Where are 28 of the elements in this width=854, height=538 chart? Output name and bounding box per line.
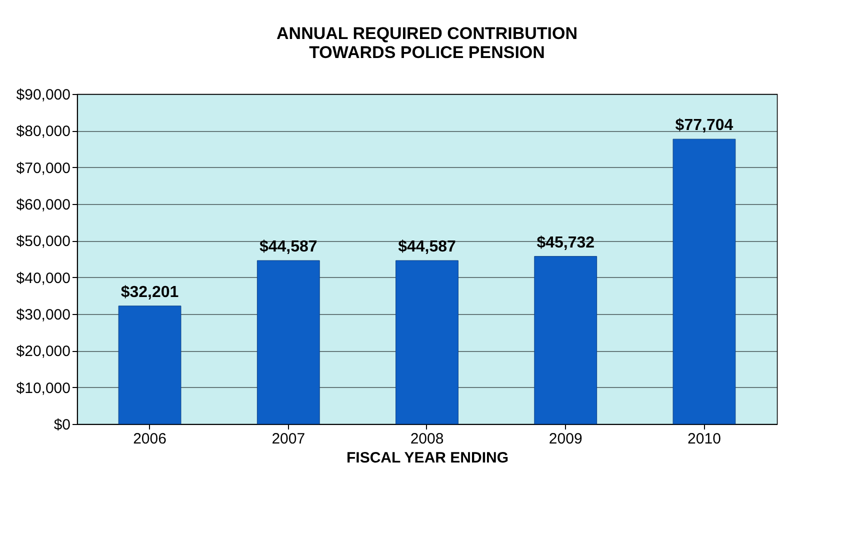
y-tick-label: $60,000 [16,196,70,214]
y-tick-label: $20,000 [16,343,70,360]
x-tick-label: 2007 [272,430,306,448]
data-label: $45,732 [536,234,595,252]
data-label: $32,201 [120,284,179,301]
y-tick-label: $70,000 [16,160,70,177]
bar [396,260,458,424]
y-tick-label: $80,000 [16,123,70,140]
y-tick-label: $0 [54,416,70,434]
bar [672,138,736,424]
y-tick-label: $10,000 [16,380,70,397]
data-label: $44,587 [398,238,456,256]
data-label: $44,587 [259,238,318,256]
bar [118,306,182,424]
x-tick-label: 2008 [410,430,444,448]
y-tick-label: $40,000 [16,270,70,287]
y-tick-label: $30,000 [16,306,70,324]
x-axis-title: FISCAL YEAR ENDING [346,450,508,466]
text: TOWARDS POLICE PENSION [309,43,545,62]
data-label: $77,704 [675,117,734,134]
y-tick-label: $50,000 [16,233,70,250]
y-tick-label: $90,000 [16,86,70,104]
x-tick-label: 2010 [688,430,721,448]
bar [534,256,598,424]
text: ANNUAL REQUIRED CONTRIBUTION [276,24,578,43]
bar [256,260,320,424]
x-tick-label: 2009 [548,430,582,448]
x-tick-label: 2006 [133,430,166,448]
